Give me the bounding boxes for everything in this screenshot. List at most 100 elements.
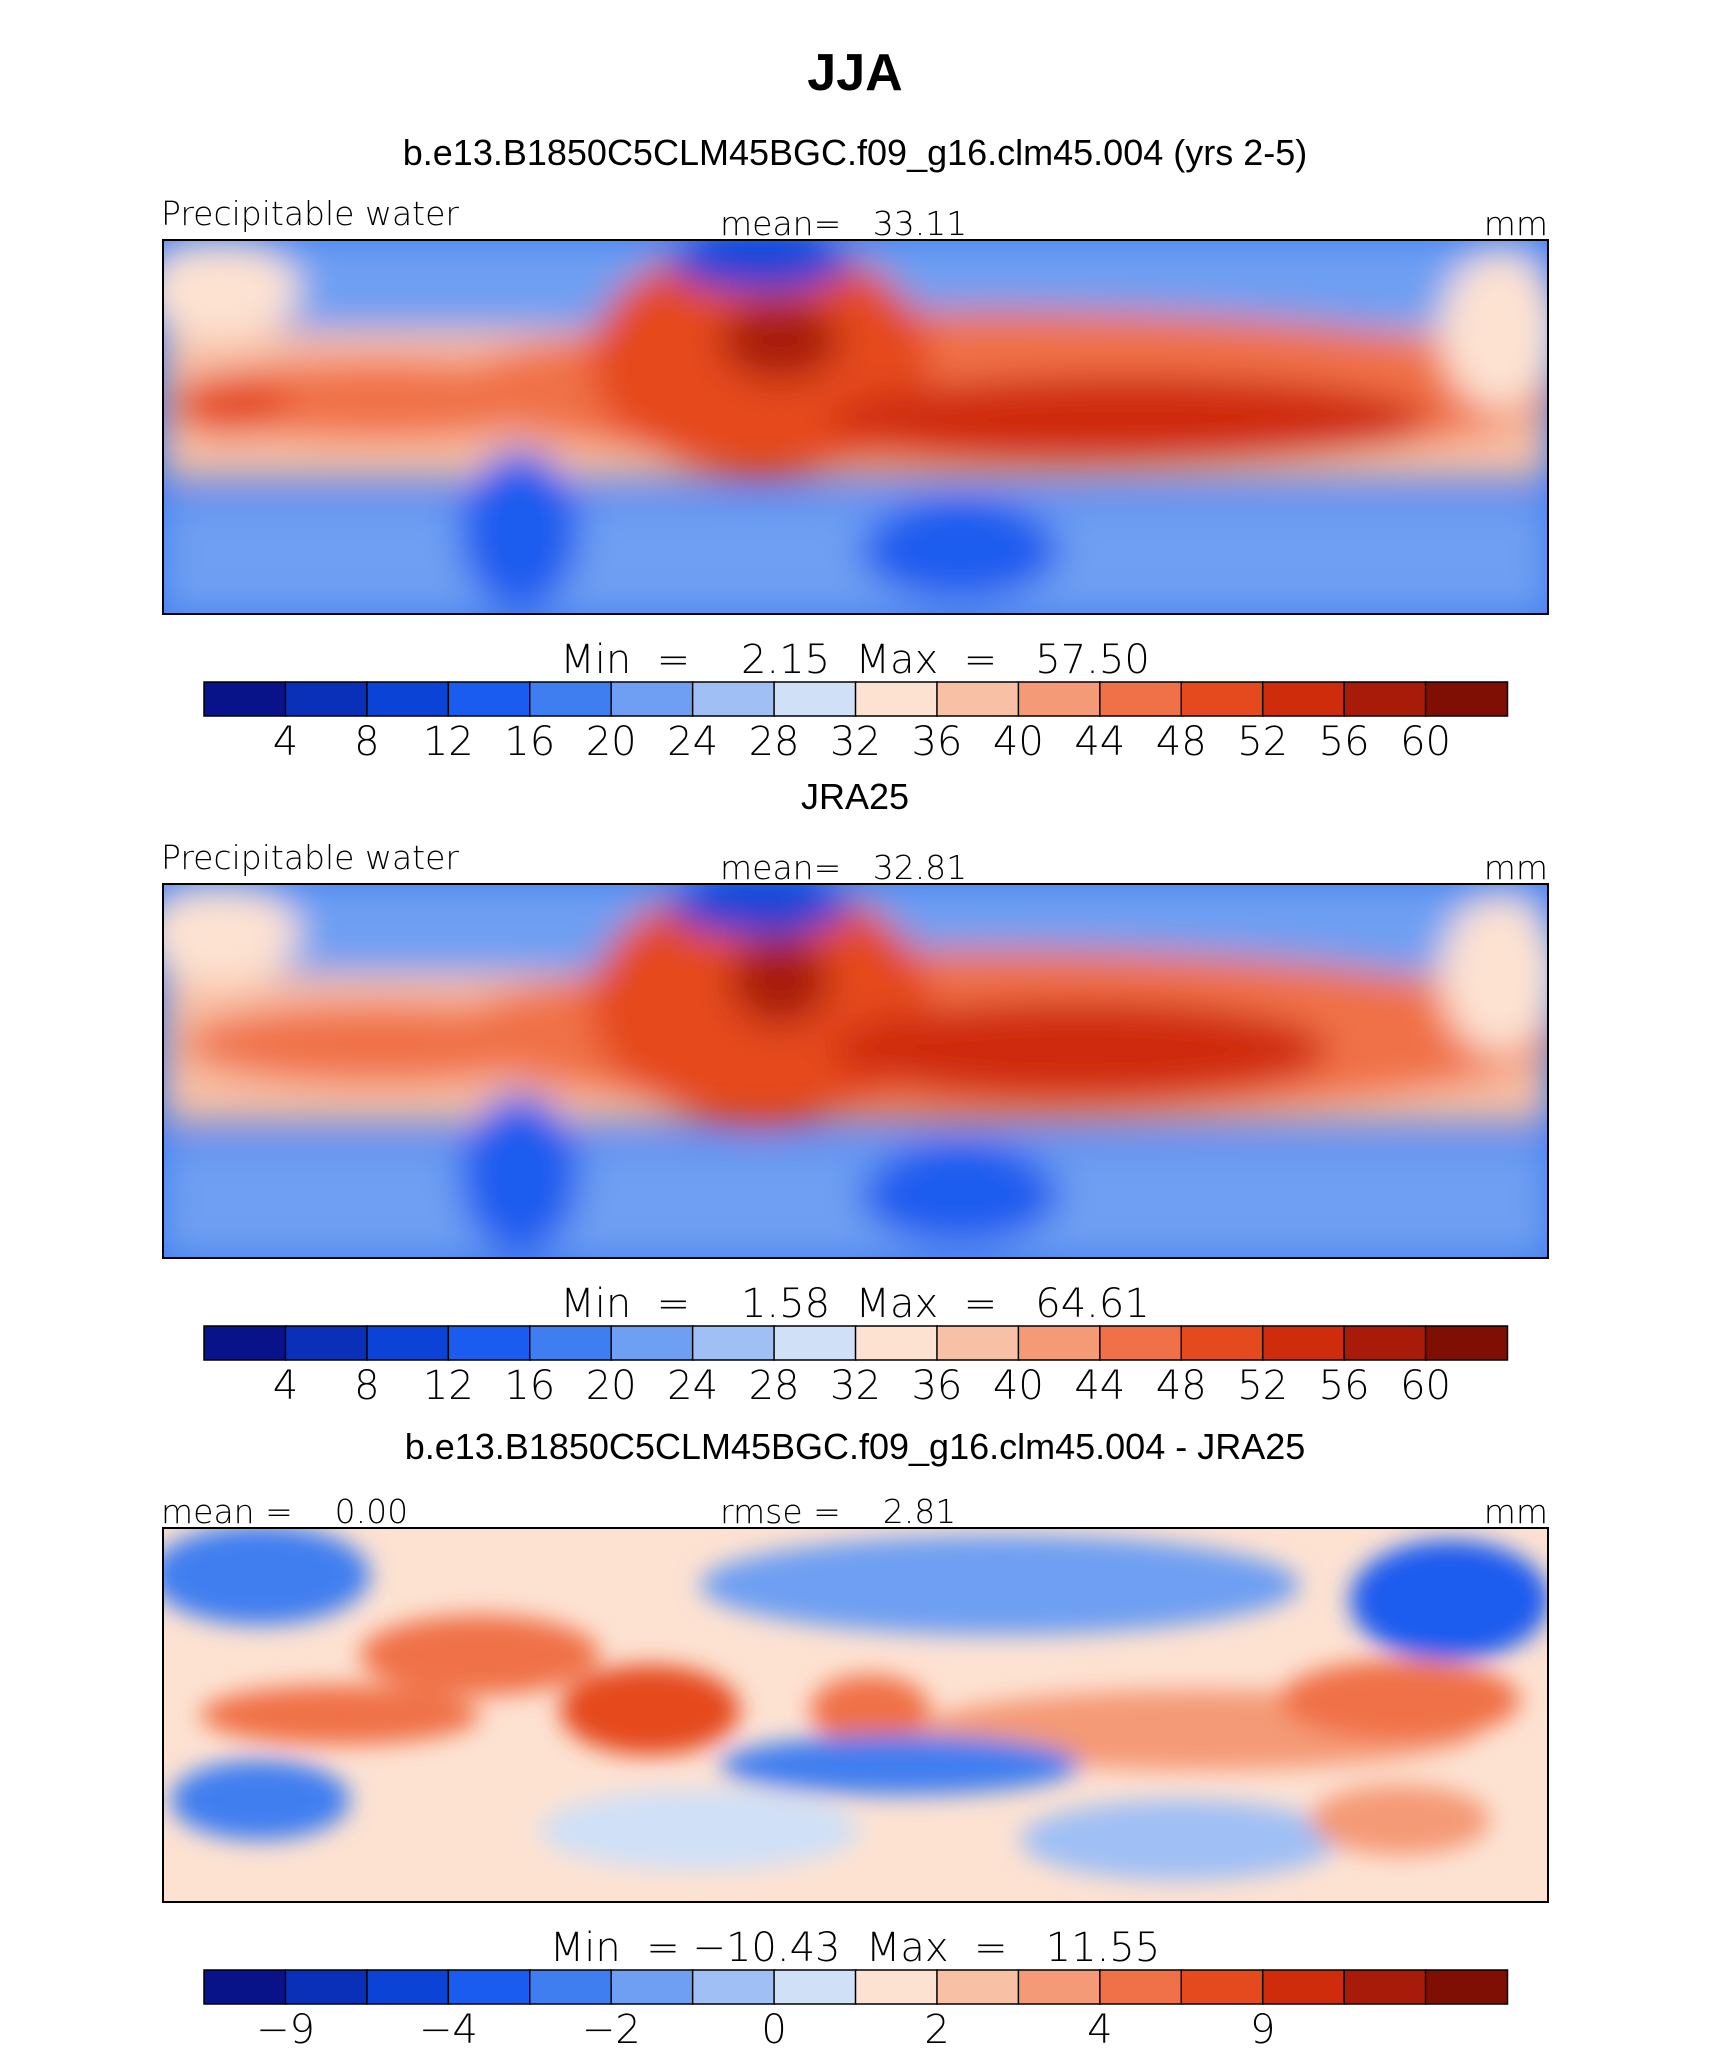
panel-obs-frame — [162, 883, 1549, 1259]
colorbar-swatch — [691, 1969, 776, 2005]
panel-diff-frame — [162, 1527, 1549, 1903]
colorbar-swatch — [1343, 1325, 1427, 1361]
colorbar-tick-label: 40 — [993, 719, 1044, 765]
colorbar-swatch — [773, 681, 857, 717]
colorbar-swatch — [529, 1325, 613, 1361]
colorbar-tick-label: 8 — [354, 1363, 379, 1409]
colorbar-swatch — [773, 1325, 857, 1361]
panel-diff: b.e13.B1850C5CLM45BGC.f09_g16.clm45.004 … — [161, 1426, 1549, 2048]
colorbar-swatch — [447, 1325, 531, 1361]
panel-obs: JRA25 Precipitable water mean= 32.81 mm — [161, 776, 1549, 1409]
colorbar-swatch — [1180, 1325, 1264, 1361]
colorbar-swatch — [1099, 1969, 1183, 2005]
colorbar-swatch — [1261, 681, 1346, 717]
colorbar-swatch — [1343, 681, 1427, 717]
colorbar-swatch — [1017, 1969, 1102, 2005]
colorbar-swatch — [773, 1969, 857, 2005]
colorbar-swatch — [447, 681, 531, 717]
panel-obs-colorbar: 4 8 12 16 20 24 28 32 36 40 44 48 52 56 60 — [203, 1325, 1509, 1409]
colorbar-tick-label: 60 — [1400, 719, 1451, 765]
colorbar-tick-label: 28 — [749, 1363, 800, 1409]
colorbar-tick-label: 4 — [1087, 2007, 1112, 2048]
colorbar-swatch — [366, 1325, 450, 1361]
colorbar-swatch — [203, 1969, 287, 2005]
panel-obs-title: JRA25 — [801, 776, 909, 817]
panel-obs-mean: mean= 32.81 — [720, 848, 967, 887]
panel-diff-mean: mean = 0.00 — [161, 1492, 408, 1531]
colorbar-tick-label: 4 — [273, 719, 298, 765]
panel-model-mean: mean= 33.11 — [720, 204, 967, 243]
colorbar-tick-label: 48 — [1156, 1363, 1207, 1409]
colorbar-swatch — [284, 681, 369, 717]
panel-obs-map — [163, 884, 1548, 1258]
colorbar-tick-label: 44 — [1074, 719, 1125, 765]
colorbar-swatch — [1424, 681, 1509, 717]
colorbar-tick-label: 2 — [924, 2007, 949, 2048]
panel-model-minmax: Min = 2.15 Max = 57.50 — [560, 637, 1150, 683]
colorbar-swatch — [610, 681, 694, 717]
colorbar-tick-label: 52 — [1237, 1363, 1288, 1409]
colorbar-tick-label: 4 — [273, 1363, 298, 1409]
colorbar-tick-label: −9 — [256, 2007, 315, 2048]
colorbar-swatch — [1424, 1969, 1509, 2005]
figure-title: JJA — [807, 44, 902, 102]
colorbar-tick-label: 52 — [1237, 719, 1288, 765]
colorbar-swatch — [366, 681, 450, 717]
colorbar-swatch — [1180, 681, 1264, 717]
panel-obs-variable: Precipitable water — [161, 838, 459, 877]
colorbar-tick-label: 9 — [1250, 2007, 1275, 2048]
colorbar-tick-label: 12 — [423, 1363, 474, 1409]
colorbar-tick-label: 32 — [830, 719, 881, 765]
panel-model-colorbar: 4 8 12 16 20 24 28 32 36 40 44 48 52 56 60 — [203, 681, 1509, 765]
colorbar-swatch — [610, 1969, 694, 2005]
colorbar-tick-label: 16 — [504, 719, 555, 765]
colorbar-tick-label: 20 — [586, 719, 637, 765]
panel-diff-minmax: Min = −10.43 Max = 11.55 — [550, 1925, 1160, 1971]
colorbar-swatch — [1424, 1325, 1509, 1361]
colorbar-swatch — [1099, 681, 1183, 717]
colorbar-tick-label: 56 — [1319, 719, 1370, 765]
colorbar-tick-label: 24 — [667, 1363, 718, 1409]
colorbar-swatch — [1180, 1969, 1264, 2005]
colorbar-tick-label: 32 — [830, 1363, 881, 1409]
colorbar-tick-label: 20 — [586, 1363, 637, 1409]
colorbar-swatch — [936, 1969, 1020, 2005]
colorbar-swatch — [854, 1325, 939, 1361]
panel-diff-title: b.e13.B1850C5CLM45BGC.f09_g16.clm45.004 … — [405, 1426, 1306, 1467]
panel-obs-minmax: Min = 1.58 Max = 64.61 — [560, 1281, 1150, 1327]
colorbar-swatch — [1017, 1325, 1102, 1361]
panel-model-units: mm — [1484, 204, 1548, 243]
colorbar-swatch — [1017, 681, 1102, 717]
panel-obs-units: mm — [1484, 848, 1548, 887]
colorbar-tick-label: 36 — [911, 719, 962, 765]
panel-model-variable: Precipitable water — [161, 194, 459, 233]
colorbar-swatch — [203, 1325, 287, 1361]
colorbar-swatch — [1099, 1325, 1183, 1361]
colorbar-swatch — [691, 1325, 776, 1361]
colorbar-tick-label: 60 — [1400, 1363, 1451, 1409]
panel-diff-colorbar: −9 −4 −2 0 2 4 9 — [203, 1969, 1509, 2048]
colorbar-swatch — [1261, 1969, 1346, 2005]
colorbar-tick-label: 8 — [354, 719, 379, 765]
panel-model-frame — [162, 239, 1549, 615]
colorbar-tick-label: −2 — [582, 2007, 641, 2048]
panel-diff-units: mm — [1484, 1492, 1548, 1531]
colorbar-tick-label: 0 — [761, 2007, 786, 2048]
colorbar-tick-label: 28 — [749, 719, 800, 765]
colorbar-swatch — [529, 681, 613, 717]
colorbar-swatch — [691, 681, 776, 717]
colorbar-swatch — [284, 1969, 369, 2005]
colorbar-tick-label: 44 — [1074, 1363, 1125, 1409]
colorbar-swatch — [447, 1969, 531, 2005]
colorbar-tick-label: 56 — [1319, 1363, 1370, 1409]
colorbar-tick-label: 16 — [504, 1363, 555, 1409]
colorbar-swatch — [854, 1969, 939, 2005]
panel-diff-map — [163, 1528, 1548, 1902]
colorbar-tick-label: 12 — [423, 719, 474, 765]
panel-diff-rmse: rmse = 2.81 — [720, 1492, 956, 1531]
colorbar-swatch — [854, 681, 939, 717]
colorbar-tick-label: −4 — [419, 2007, 478, 2048]
colorbar-swatch — [610, 1325, 694, 1361]
colorbar-swatch — [203, 681, 287, 717]
